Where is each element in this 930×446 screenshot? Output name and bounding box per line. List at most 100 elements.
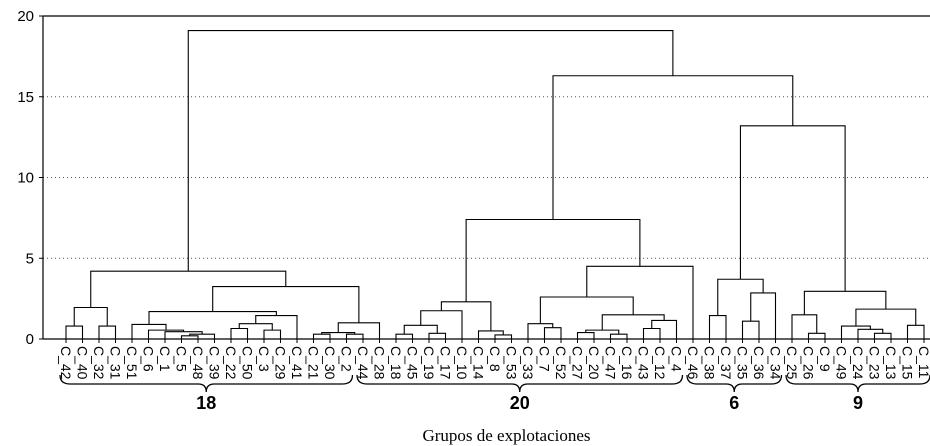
dendrogram-link [440, 301, 492, 331]
leaf-label: C_24 [850, 346, 866, 380]
dendrogram-link [855, 308, 917, 327]
leaf-label: C_1 [157, 346, 173, 372]
dendrogram-link [807, 332, 826, 339]
dendrogram-links [65, 29, 925, 339]
group-size-label: 6 [729, 393, 739, 413]
dendrogram-link [238, 323, 273, 331]
group-size-label: 20 [510, 393, 530, 413]
leaf-label: C_13 [883, 346, 899, 380]
dendrogram-link [73, 306, 108, 327]
dendrogram-link [552, 75, 794, 220]
dendrogram-link [395, 333, 414, 339]
dendrogram-link [337, 322, 381, 339]
dendrogram-link [803, 290, 887, 315]
dendrogram-link [642, 327, 661, 339]
leaf-label: C_39 [207, 346, 223, 380]
y-tick-label: 0 [26, 331, 34, 348]
leaf-label: C_34 [768, 346, 784, 380]
leaf-label: C_29 [273, 346, 289, 380]
dendrogram-link [717, 278, 764, 316]
dendrogram-link [65, 325, 84, 339]
leaf-label: C_17 [438, 346, 454, 380]
dendrogram-link [428, 332, 447, 339]
dendrogram-link [98, 325, 117, 339]
dendrogram-link [90, 270, 287, 308]
leaf-label: C_41 [289, 346, 305, 380]
leaf-label: C_37 [718, 346, 734, 380]
leaf-label: C_46 [685, 346, 701, 380]
y-tick-labels: 0 5 10 15 20 [17, 8, 34, 348]
leaf-label: C_22 [223, 346, 239, 380]
leaf-label: C_36 [751, 346, 767, 380]
dendrogram-link [791, 314, 818, 339]
leaf-label: C_28 [372, 346, 388, 380]
leaf-label: C_19 [421, 346, 437, 380]
leaf-label: C_5 [174, 346, 190, 372]
dendrogram-link [212, 285, 360, 323]
leaf-label: C_15 [900, 346, 916, 380]
dendrogram-link [187, 29, 674, 272]
leaf-label: C_11 [916, 346, 930, 379]
x-axis-label: Grupos de explotaciones [422, 426, 590, 445]
leaf-label: C_38 [702, 346, 718, 380]
leaf-label: C_18 [388, 346, 404, 380]
leaf-label: C_10 [454, 346, 470, 380]
leaf-label: C_45 [405, 346, 421, 380]
leaf-label: C_4 [669, 346, 685, 372]
leaf-label: C_32 [91, 346, 107, 380]
dendrogram-link [840, 325, 871, 339]
dendrogram-link [465, 218, 641, 302]
dendrogram-link [263, 329, 282, 339]
leaf-label: C_20 [586, 346, 602, 380]
leaf-label: C_40 [75, 346, 91, 380]
leaf-label: C_27 [570, 346, 586, 380]
leaf-label: C_25 [784, 346, 800, 380]
dendrogram-link [906, 324, 925, 339]
leaf-label: C_49 [834, 346, 850, 380]
y-tick-label: 5 [26, 250, 34, 267]
y-tick-label: 15 [17, 89, 34, 106]
dendrogram-link [739, 125, 846, 292]
leaf-label: C_47 [603, 346, 619, 380]
dendrogram-link [750, 292, 777, 339]
group-brace [686, 374, 783, 393]
group-brace [785, 374, 930, 393]
group-brace [356, 374, 684, 393]
leaf-label: C_33 [520, 346, 536, 380]
dendrogram-link [543, 327, 562, 339]
leaf-label: C_26 [801, 346, 817, 380]
leaf-label: C_30 [322, 346, 338, 380]
leaf-label: C_53 [504, 346, 520, 380]
leaf-label: C_3 [256, 346, 272, 372]
dendrogram-link [312, 333, 331, 339]
leaf-label: C_52 [553, 346, 569, 380]
leaf-label: C_23 [867, 346, 883, 380]
dendrogram-link [189, 333, 216, 339]
dendrogram-link [494, 334, 513, 339]
group-brace [59, 374, 354, 393]
dendrogram-link [345, 333, 364, 339]
leaf-label: C_21 [306, 346, 322, 380]
leaf-label: C_2 [339, 346, 355, 372]
dendrogram-link [857, 328, 884, 339]
leaf-label: C_31 [108, 346, 124, 380]
dendrogram-link [576, 331, 595, 339]
dendrogram-link [873, 332, 892, 339]
leaf-label: C_43 [636, 346, 652, 380]
leaf-label: C_14 [471, 346, 487, 380]
dendrogram-link [539, 296, 634, 324]
leaf-label: C_35 [735, 346, 751, 380]
leaf-label: C_12 [652, 346, 668, 380]
gridlines [43, 15, 930, 259]
dendrogram-link [230, 327, 249, 339]
group-size-label: 9 [853, 393, 863, 413]
leaf-label: C_48 [190, 346, 206, 380]
leaf-label: C_16 [619, 346, 635, 380]
leaf-label: C_44 [355, 346, 371, 380]
group-braces: 18 20 6 9 [59, 374, 930, 413]
group-size-label: 18 [196, 393, 216, 413]
y-tick-label: 20 [17, 8, 34, 25]
leaf-label: C_50 [240, 346, 256, 380]
dendrogram-link [601, 314, 665, 331]
